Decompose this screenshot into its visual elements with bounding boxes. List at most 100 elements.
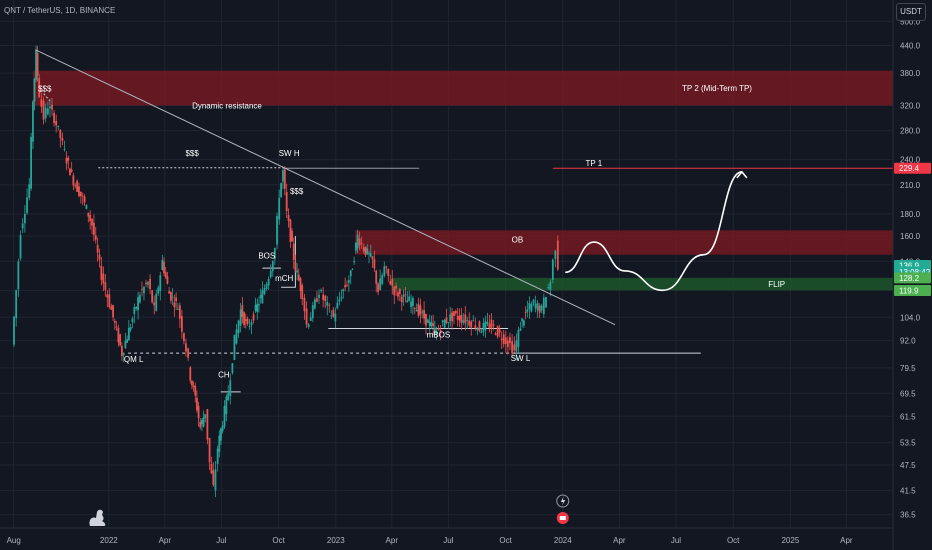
- candle: [252, 311, 255, 324]
- candle-body: [210, 463, 213, 474]
- candle: [126, 335, 129, 344]
- candle: [395, 282, 398, 296]
- candle: [551, 258, 554, 284]
- structure-label: $$$: [185, 149, 199, 158]
- candle: [104, 274, 107, 297]
- candle-body: [175, 297, 178, 302]
- dynamic-resistance-line: [35, 49, 616, 326]
- candle: [271, 260, 274, 277]
- candle-body: [402, 294, 405, 297]
- candle: [273, 247, 276, 265]
- candle: [466, 316, 469, 329]
- candle-body: [400, 296, 403, 303]
- candle-body: [87, 212, 90, 217]
- candle: [166, 271, 169, 285]
- y-tick-label: 380.0: [900, 69, 921, 78]
- candle: [199, 417, 202, 430]
- candle: [285, 183, 288, 218]
- candle: [371, 255, 374, 268]
- x-tick-label: 2023: [327, 536, 345, 545]
- currency-selector[interactable]: USDT: [896, 3, 926, 21]
- candle: [120, 342, 123, 361]
- candle: [183, 332, 185, 345]
- candle-body: [358, 238, 361, 246]
- candle: [127, 319, 130, 341]
- candle-body: [521, 318, 524, 322]
- x-tick-label: Jul: [671, 536, 681, 545]
- candle-body: [513, 344, 516, 351]
- candle: [545, 296, 547, 308]
- candle-body: [449, 314, 452, 322]
- candle-body: [113, 320, 116, 323]
- y-tick-label: 69.5: [900, 389, 916, 398]
- candle-body: [93, 222, 95, 235]
- candle: [354, 242, 357, 254]
- candle: [96, 237, 99, 262]
- candle-body: [551, 259, 554, 280]
- structure-label: SW L: [511, 354, 531, 363]
- y-tick-label: 92.0: [900, 336, 916, 345]
- x-tick-label: 2022: [100, 536, 118, 545]
- y-tick-label: 53.5: [900, 439, 916, 448]
- candle-body: [437, 328, 440, 330]
- structure-label: mBOS: [427, 330, 451, 339]
- candle: [235, 323, 238, 345]
- candle: [322, 287, 325, 308]
- candle-body: [326, 302, 329, 306]
- candle-body: [458, 315, 461, 321]
- candle: [210, 456, 213, 475]
- candle-body: [476, 328, 479, 331]
- candle: [404, 286, 407, 303]
- candle: [139, 292, 141, 304]
- candle-body: [360, 243, 363, 244]
- candle-body: [299, 278, 302, 292]
- candle-body: [33, 78, 36, 102]
- candle: [122, 352, 125, 363]
- candle: [528, 296, 531, 320]
- candle-body: [23, 213, 26, 224]
- candle-body: [285, 192, 288, 212]
- candle: [93, 214, 95, 242]
- candle-body: [415, 310, 418, 312]
- candle: [280, 182, 282, 199]
- candle-body: [289, 219, 292, 242]
- candle: [102, 266, 105, 291]
- candle: [521, 318, 524, 328]
- candle: [67, 155, 70, 169]
- candle-body: [55, 120, 58, 126]
- candle-body: [313, 299, 316, 309]
- candle-body: [464, 314, 467, 324]
- candle: [425, 313, 427, 335]
- candle: [373, 250, 376, 272]
- candle-body: [112, 305, 114, 318]
- candle: [248, 318, 251, 330]
- candle-body: [102, 273, 105, 284]
- candle: [318, 289, 320, 305]
- candle: [449, 306, 452, 327]
- candle: [542, 293, 545, 318]
- candle: [246, 316, 249, 326]
- candle-body: [21, 223, 24, 229]
- candle: [135, 306, 138, 311]
- candle: [79, 191, 82, 204]
- candle-body: [379, 278, 382, 291]
- candle-body: [482, 322, 485, 332]
- candle-body: [524, 312, 527, 313]
- candle: [326, 296, 329, 316]
- candle: [15, 289, 18, 327]
- candle: [515, 333, 518, 361]
- candle-body: [344, 285, 347, 288]
- candle: [244, 313, 247, 329]
- candle: [185, 338, 187, 357]
- candle: [287, 208, 290, 228]
- candle: [299, 276, 302, 299]
- candle: [19, 230, 22, 261]
- candle-body: [500, 338, 503, 341]
- candle-body: [366, 248, 369, 254]
- candle: [324, 294, 327, 309]
- candle-body: [309, 317, 312, 322]
- candle-body: [490, 319, 493, 329]
- candle: [364, 246, 367, 257]
- tradingview-dino-logo: [89, 509, 106, 526]
